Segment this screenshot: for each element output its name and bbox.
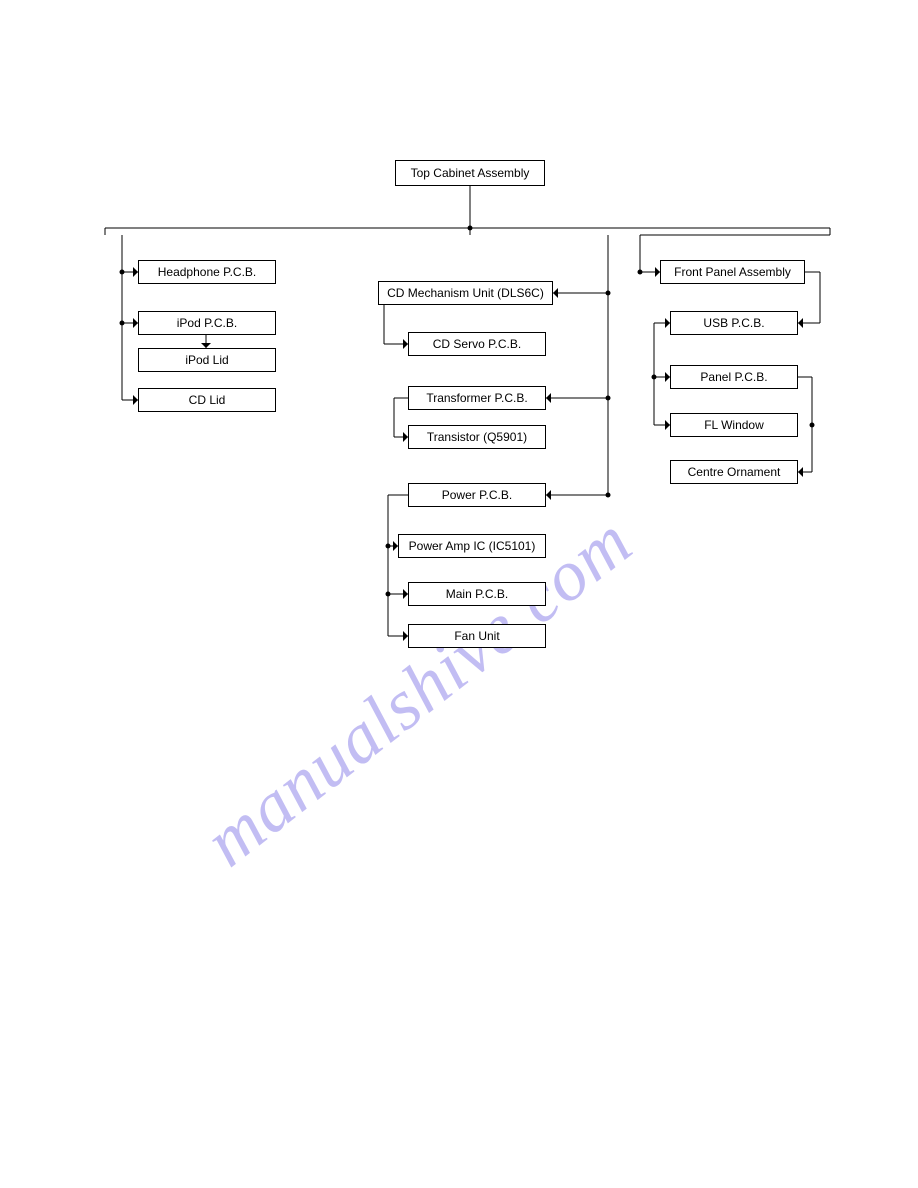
node-usb-pcb: USB P.C.B. — [670, 311, 798, 335]
node-top-cabinet: Top Cabinet Assembly — [395, 160, 545, 186]
node-transformer: Transformer P.C.B. — [408, 386, 546, 410]
node-cd-mech: CD Mechanism Unit (DLS6C) — [378, 281, 553, 305]
node-main-pcb: Main P.C.B. — [408, 582, 546, 606]
diagram-container: manualshive.com Top Cabinet AssemblyHead… — [0, 0, 918, 1188]
node-power-pcb: Power P.C.B. — [408, 483, 546, 507]
node-fl-window: FL Window — [670, 413, 798, 437]
node-ipod-pcb: iPod P.C.B. — [138, 311, 276, 335]
node-cd-servo: CD Servo P.C.B. — [408, 332, 546, 356]
node-transistor: Transistor (Q5901) — [408, 425, 546, 449]
node-ipod-lid: iPod Lid — [138, 348, 276, 372]
node-front-panel: Front Panel Assembly — [660, 260, 805, 284]
node-headphone: Headphone P.C.B. — [138, 260, 276, 284]
node-fan-unit: Fan Unit — [408, 624, 546, 648]
node-cd-lid: CD Lid — [138, 388, 276, 412]
node-centre-orn: Centre Ornament — [670, 460, 798, 484]
node-panel-pcb: Panel P.C.B. — [670, 365, 798, 389]
node-power-amp: Power Amp IC (IC5101) — [398, 534, 546, 558]
